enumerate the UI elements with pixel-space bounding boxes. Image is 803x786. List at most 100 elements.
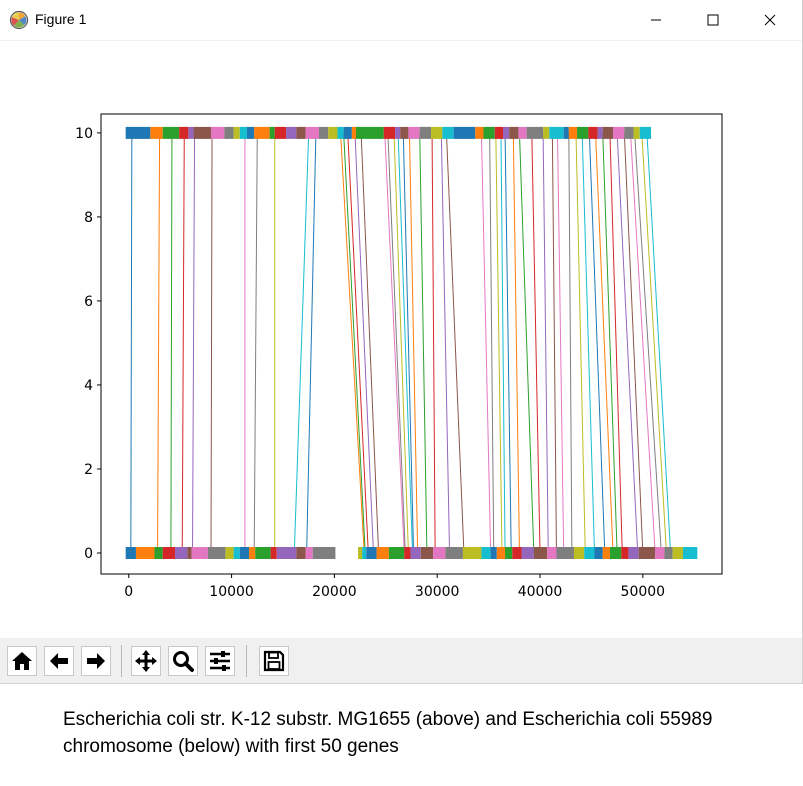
upper-gene-bar <box>351 126 356 139</box>
gene-link-line <box>170 132 173 554</box>
gene-link-line <box>384 132 405 554</box>
upper-gene-bar <box>503 126 510 139</box>
gene-link-line <box>630 132 656 554</box>
y-tick-label: 2 <box>84 462 93 478</box>
gene-link-line <box>393 132 409 554</box>
lower-gene-bar <box>376 547 389 559</box>
lower-gene-bar <box>638 547 656 559</box>
navigation-toolbar <box>0 638 802 683</box>
upper-gene-bar <box>597 126 603 139</box>
upper-gene-bar <box>431 126 443 139</box>
lower-gene-bar <box>305 547 313 559</box>
lower-gene-bar <box>445 547 463 559</box>
lower-gene-bar <box>556 547 574 559</box>
minimize-button[interactable] <box>627 0 685 40</box>
upper-gene-bar <box>211 126 225 139</box>
gene-link-line <box>192 132 196 554</box>
lower-gene-bar <box>358 547 363 559</box>
lower-gene-bar <box>233 547 240 559</box>
gene-link-line <box>181 132 185 554</box>
matplotlib-icon <box>9 10 29 30</box>
zoom-button[interactable] <box>168 646 198 676</box>
upper-gene-bar <box>633 126 640 139</box>
lower-gene-bar <box>135 547 155 559</box>
upper-gene-bar <box>577 126 589 139</box>
pan-button[interactable] <box>131 646 161 676</box>
gene-link-line <box>575 132 586 554</box>
gene-link-line <box>419 132 428 554</box>
y-tick-label: 10 <box>75 126 93 142</box>
gene-link-line <box>360 132 380 554</box>
gene-alignment-chart: 0 10000 20000 30000 40000 50000 0 2 4 6 8 10 <box>75 113 723 600</box>
lower-gene-bar <box>496 547 506 559</box>
gene-link-line <box>347 132 369 554</box>
gene-link-line <box>634 132 662 554</box>
upper-gene-bar <box>419 126 432 139</box>
gene-link-line <box>568 132 573 554</box>
gene-link-line <box>500 132 506 554</box>
minimize-icon <box>651 19 661 21</box>
gene-link-line <box>489 132 495 554</box>
sliders-icon <box>210 651 230 671</box>
gene-link-line <box>646 132 672 554</box>
move-icon <box>135 650 157 672</box>
x-tick-label: 30000 <box>415 584 460 600</box>
lower-gene-bar <box>410 547 421 559</box>
lower-gene-bar <box>609 547 622 559</box>
gene-link-line <box>609 132 623 554</box>
gene-link-line <box>595 132 614 554</box>
upper-gene-bar <box>563 126 569 139</box>
close-icon <box>764 14 776 26</box>
upper-gene-bar <box>602 126 614 139</box>
floppy-disk-icon <box>263 650 285 672</box>
upper-gene-bar <box>624 126 634 139</box>
close-button[interactable] <box>741 0 799 40</box>
lower-gene-bar <box>628 547 639 559</box>
back-button[interactable] <box>44 646 74 676</box>
upper-gene-bar <box>239 126 247 139</box>
lower-gene-bar <box>505 547 513 559</box>
upper-gene-bar <box>355 126 384 139</box>
lower-gene-bar <box>312 547 336 559</box>
save-button[interactable] <box>259 646 289 676</box>
upper-gene-bar <box>613 126 625 139</box>
upper-gene-bar <box>224 126 234 139</box>
gene-link-line <box>641 132 667 554</box>
upper-gene-bar <box>343 126 352 139</box>
gene-link-line <box>340 132 365 554</box>
figure-canvas[interactable]: 0 10000 20000 30000 40000 50000 0 2 4 6 8 10 <box>0 40 802 639</box>
gene-link-line <box>616 132 639 554</box>
home-button[interactable] <box>7 646 37 676</box>
forward-button[interactable] <box>81 646 111 676</box>
lower-gene-bar <box>573 547 585 559</box>
lower-gene-bar <box>547 547 557 559</box>
upper-gene-bar <box>286 126 297 139</box>
gene-link-line <box>588 132 606 554</box>
upper-gene-bar <box>588 126 598 139</box>
gene-link-line <box>253 132 258 554</box>
toolbar-separator <box>121 645 122 677</box>
configure-subplots-button[interactable] <box>205 646 235 676</box>
upper-gene-bar <box>483 126 495 139</box>
gene-link-line <box>602 132 618 554</box>
upper-gene-bar <box>400 126 409 139</box>
lower-gene-bar <box>296 547 306 559</box>
gene-link-line <box>130 132 133 554</box>
maximize-button[interactable] <box>684 0 742 40</box>
upper-gene-bar <box>125 126 151 139</box>
lower-gene-bar <box>187 547 192 559</box>
gene-link-line <box>557 132 565 554</box>
upper-gene-bar <box>509 126 519 139</box>
upper-gene-bar <box>549 126 564 139</box>
window-title: Figure 1 <box>35 11 87 27</box>
title-bar[interactable]: Figure 1 <box>0 0 803 40</box>
x-tick-label: 20000 <box>312 584 357 600</box>
lower-gene-bar <box>433 547 446 559</box>
gene-link-line <box>551 132 557 554</box>
upper-gene-bar <box>233 126 240 139</box>
x-tick-label: 40000 <box>518 584 563 600</box>
maximize-icon <box>707 14 719 26</box>
lower-gene-bar <box>462 547 482 559</box>
arrow-left-icon <box>50 653 68 669</box>
upper-gene-bar <box>395 126 401 139</box>
